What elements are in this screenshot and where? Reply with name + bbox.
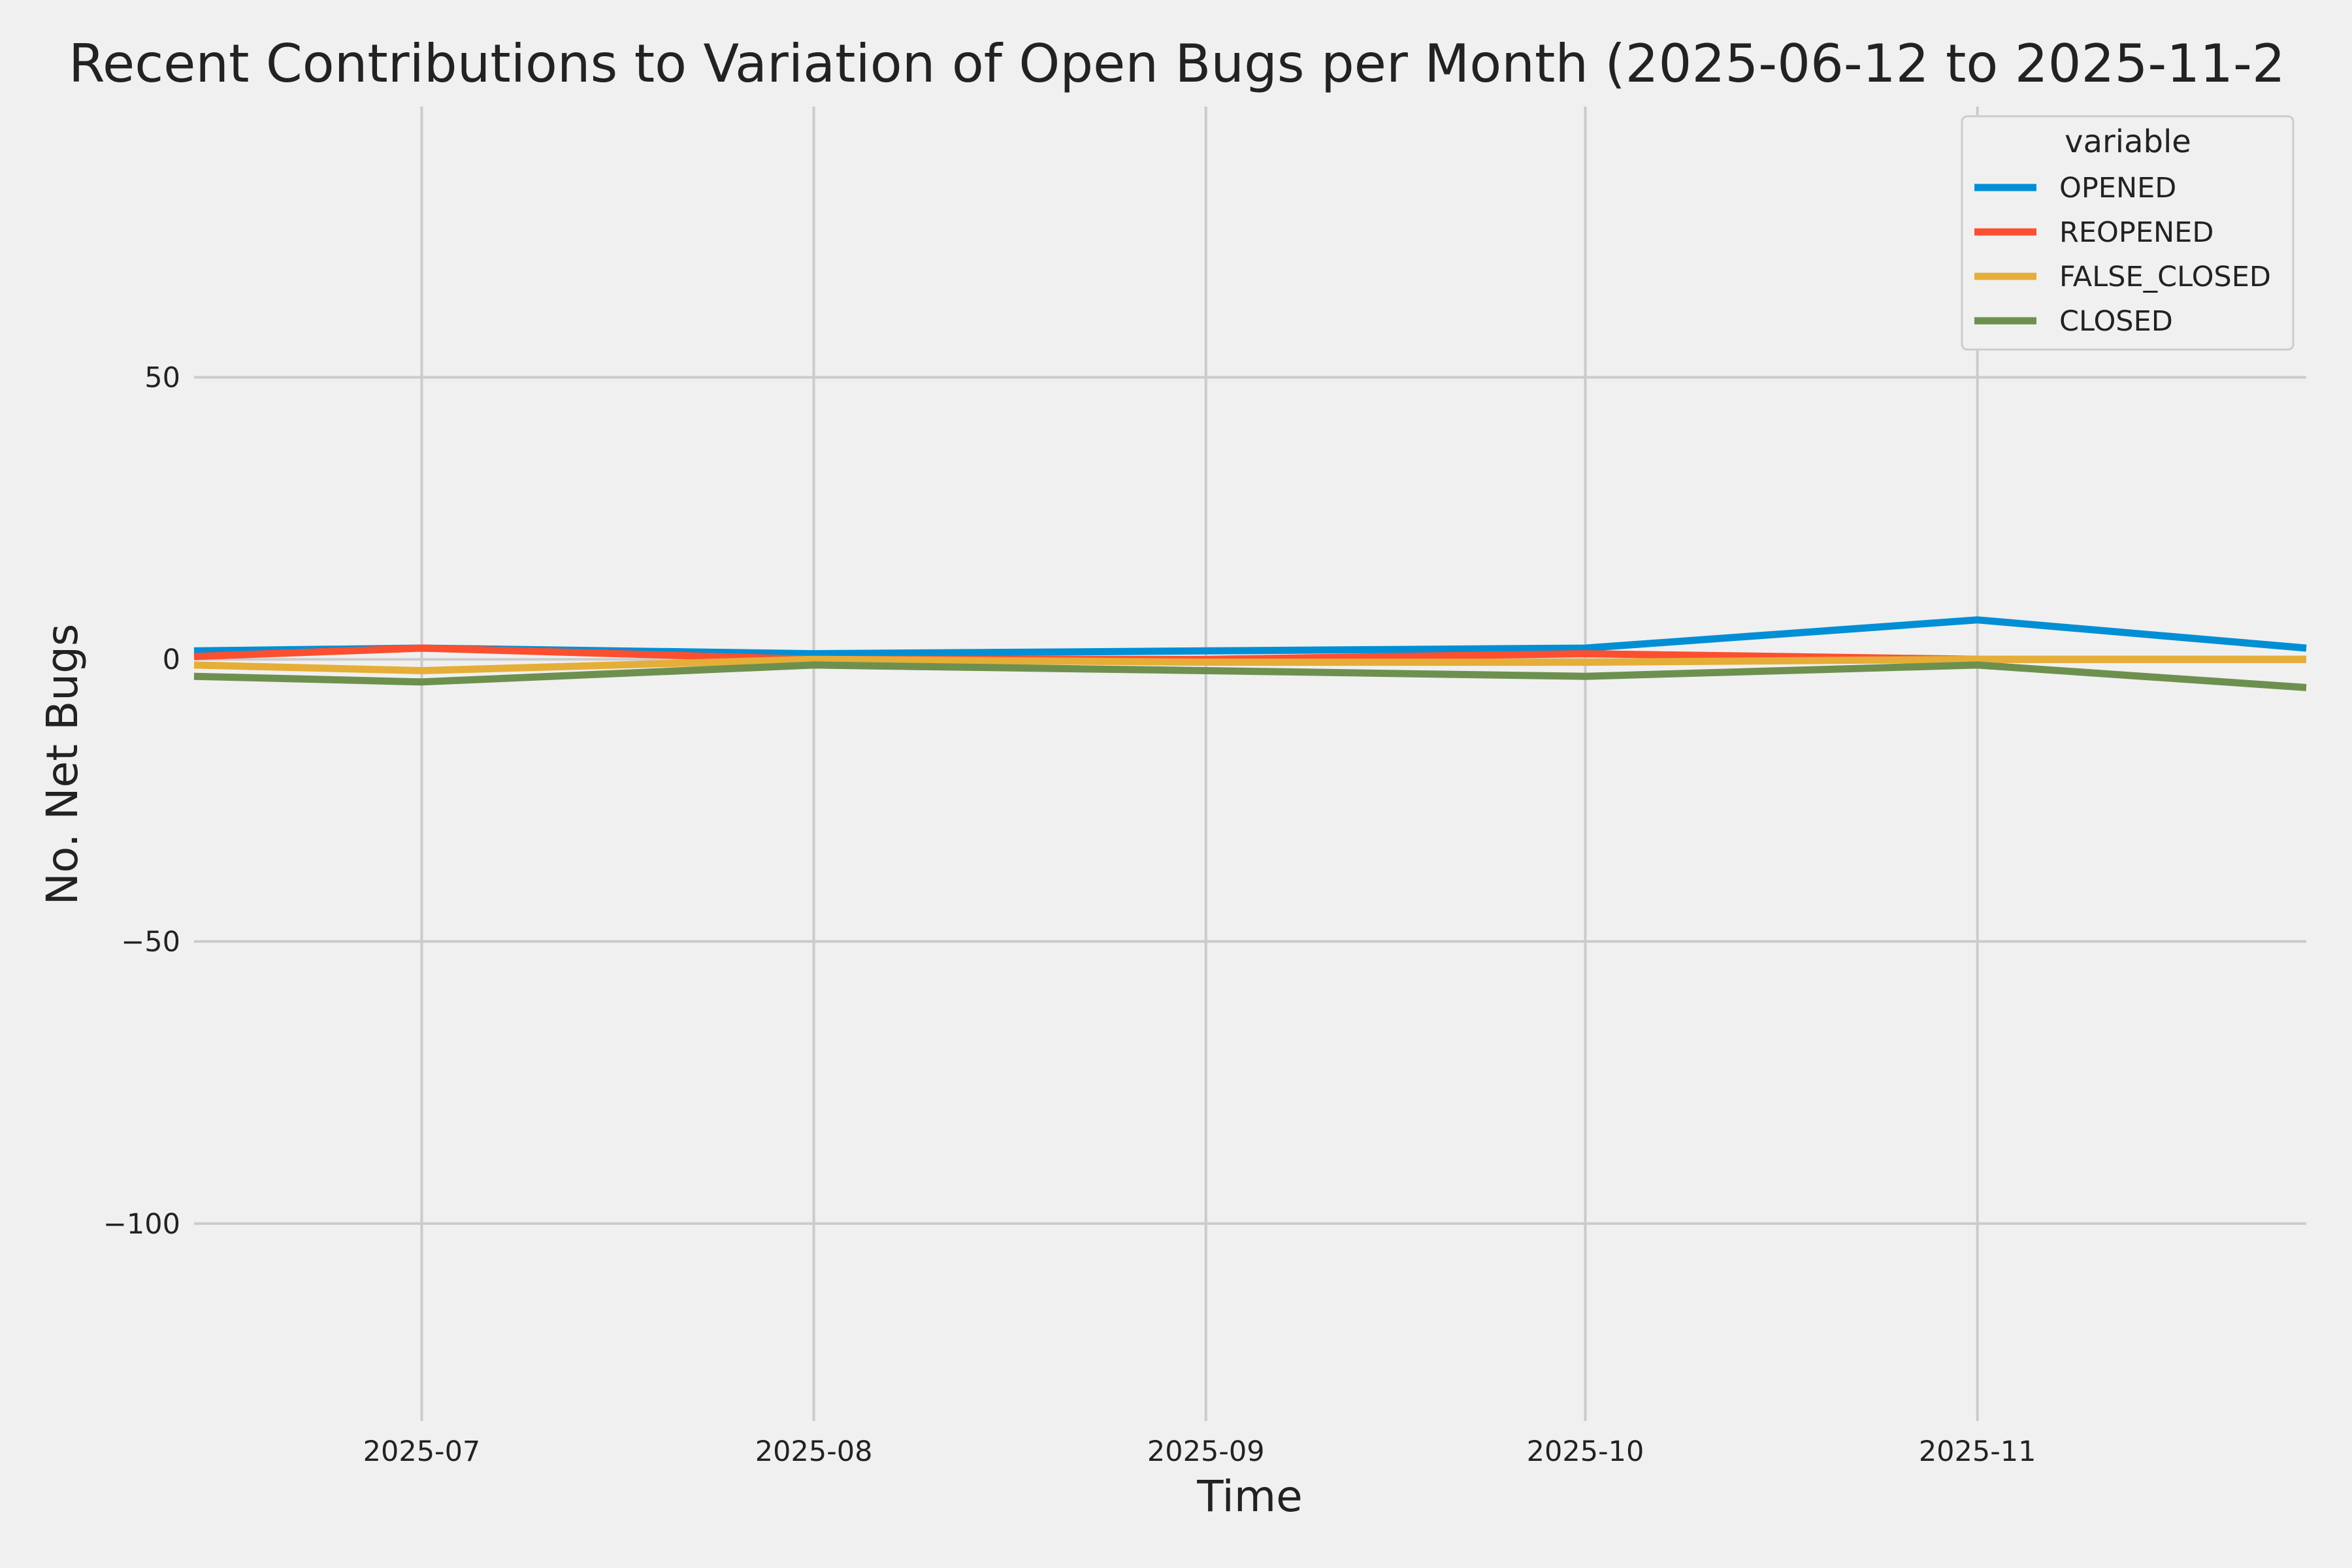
y-tick-label: −50 [121, 926, 180, 958]
legend-label: OPENED [2059, 172, 2176, 204]
x-axis-label: Time [1196, 1471, 1303, 1522]
legend: variable OPENED REOPENED FALSE_CLOSED CLOSE… [1961, 115, 2295, 351]
x-tick-label: 2025-07 [363, 1435, 481, 1468]
legend-label: REOPENED [2059, 216, 2213, 249]
legend-label: CLOSED [2059, 305, 2173, 338]
x-tick-label: 2025-11 [1919, 1435, 2036, 1468]
legend-label: FALSE_CLOSED [2059, 261, 2271, 293]
x-tick-label: 2025-08 [755, 1435, 873, 1468]
legend-title: variable [2065, 123, 2191, 160]
y-axis-label: No. Net Bugs [37, 624, 88, 906]
x-tick-label: 2025-09 [1147, 1435, 1265, 1468]
series-lines [193, 616, 2307, 691]
y-tick-label: 50 [144, 361, 180, 394]
chart-title: Recent Contributions to Variation of Ope… [69, 33, 2285, 94]
series-line-false-closed [193, 655, 2306, 674]
x-tick-label: 2025-10 [1527, 1435, 1644, 1468]
legend-items: OPENED REOPENED FALSE_CLOSED CLOSED [1974, 172, 2271, 338]
y-tick-label: 0 [163, 644, 180, 676]
y-tick-label: −100 [103, 1208, 180, 1241]
tick-labels: 50 0 −50 −100 2025-07 2025-08 2025-09 2025-10 20… [103, 361, 2036, 1468]
legend-box [1961, 115, 2295, 351]
series-line-closed [193, 661, 2307, 691]
